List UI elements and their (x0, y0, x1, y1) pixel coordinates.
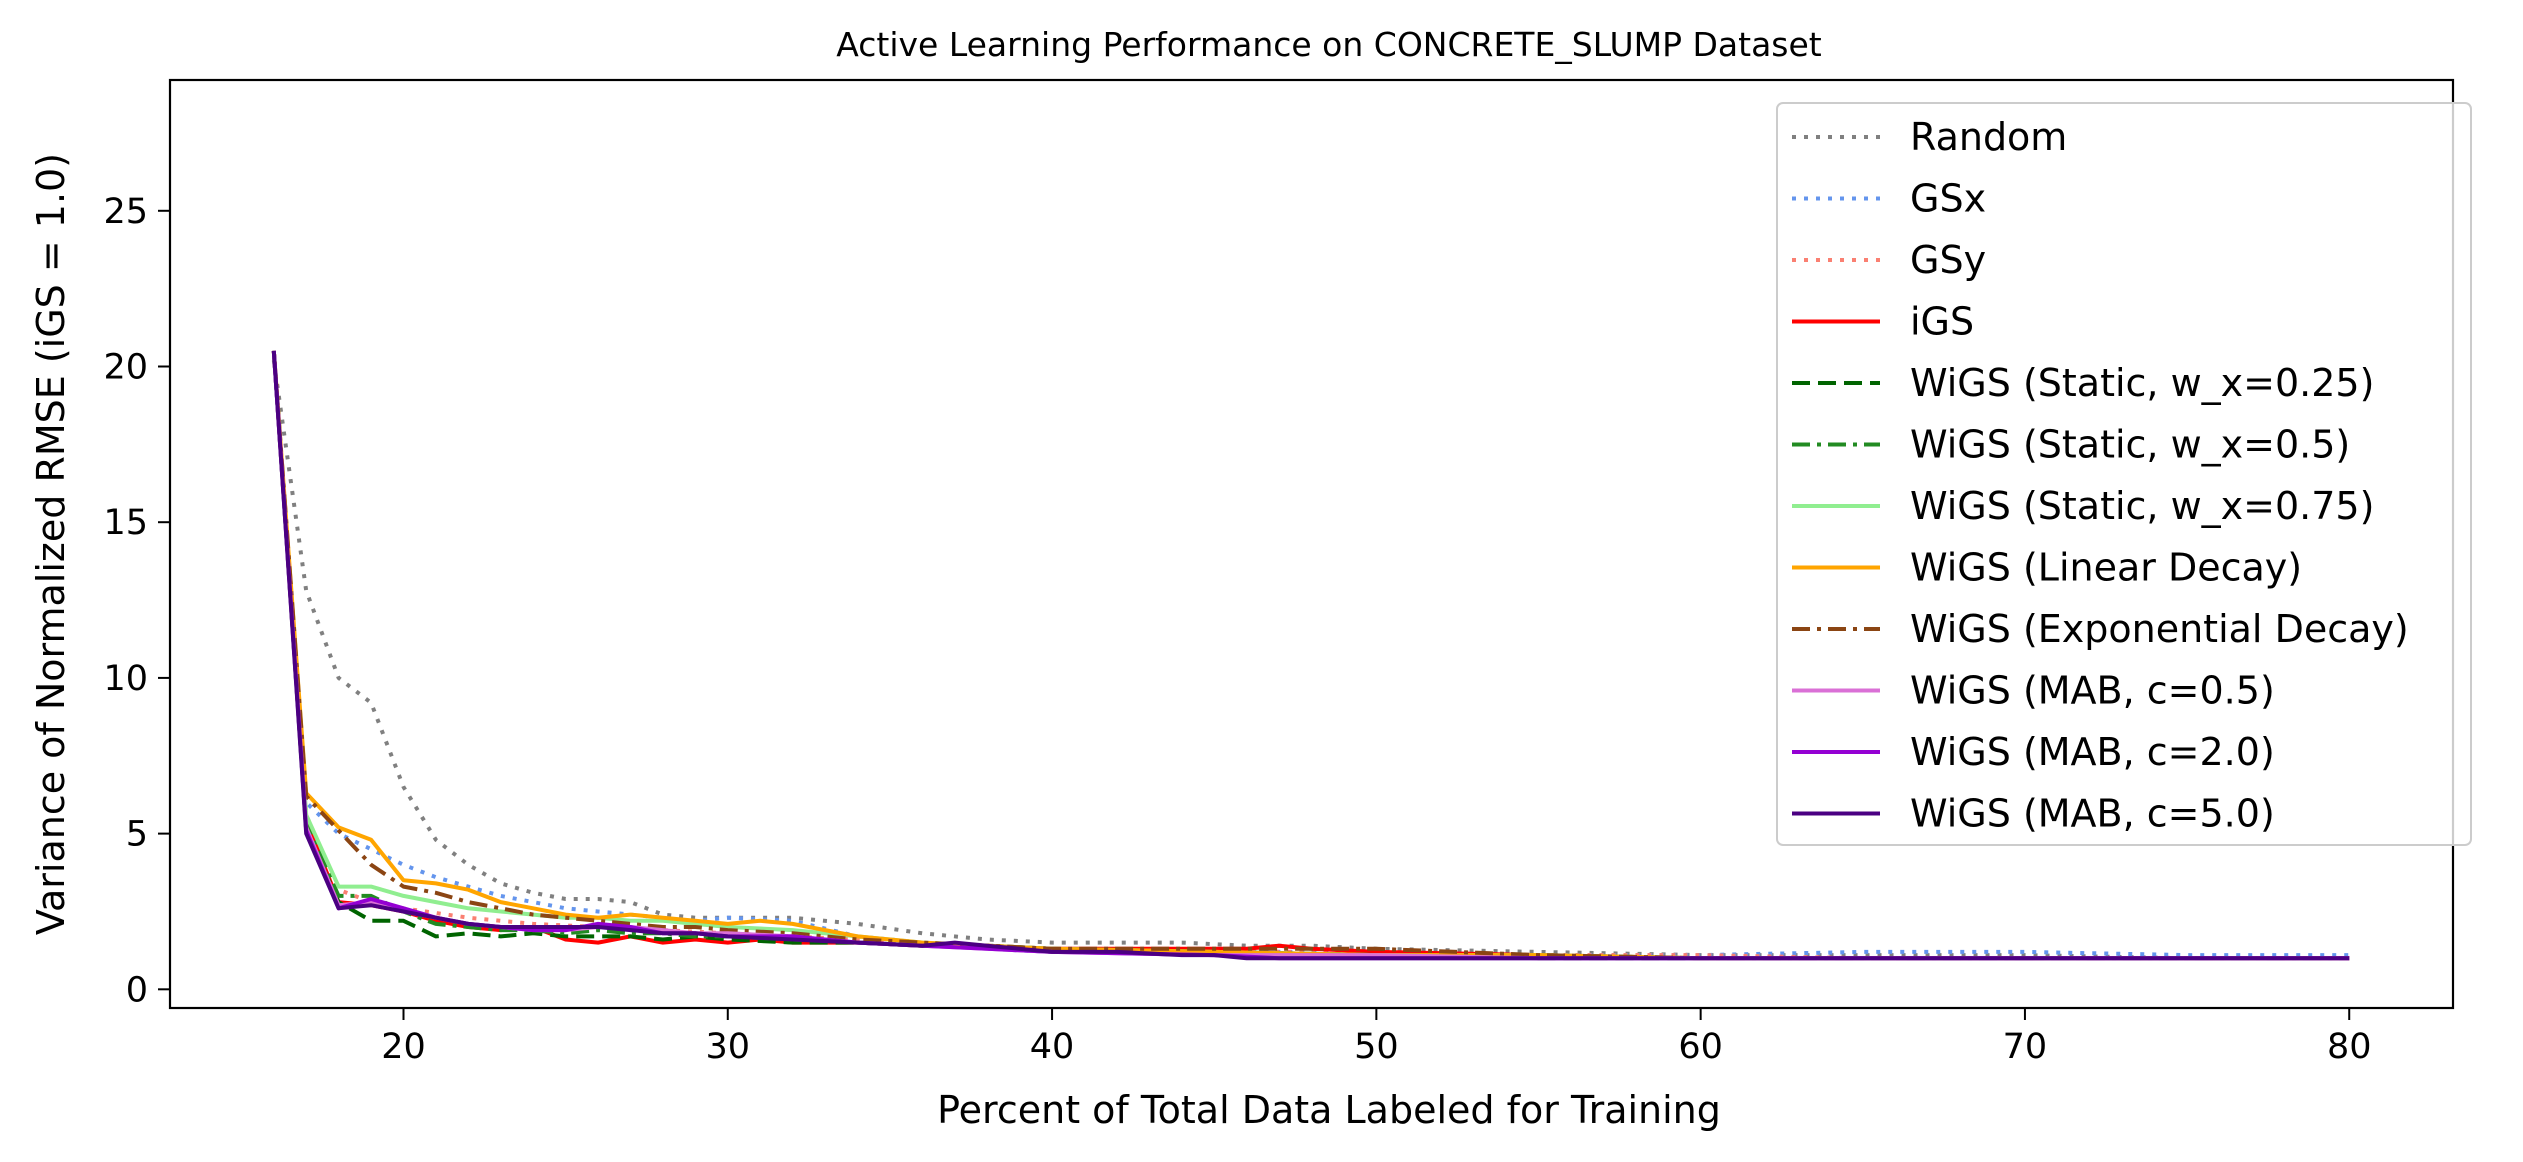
legend: Random GSx GSy iGS WiGS (Static, w_x=0.25) Wi… (1776, 102, 2472, 846)
x-tick-label: 20 (381, 1027, 426, 1067)
legend-label: GSx (1910, 177, 1986, 221)
legend-label: GSy (1910, 238, 1986, 282)
x-tick-label: 50 (1354, 1027, 1399, 1067)
x-axis: 20 30 40 50 60 70 80 (381, 1008, 2372, 1067)
y-tick-label: 20 (103, 347, 148, 387)
y-axis: 0 5 10 15 20 25 (103, 192, 170, 1010)
legend-label: WiGS (MAB, c=2.0) (1910, 730, 2275, 774)
legend-label: WiGS (Static, w_x=0.25) (1910, 361, 2374, 405)
y-tick-label: 25 (103, 192, 148, 232)
legend-label: iGS (1910, 300, 1974, 344)
x-axis-label: Percent of Total Data Labeled for Traini… (937, 1088, 1721, 1132)
legend-label: WiGS (Exponential Decay) (1910, 607, 2409, 651)
x-tick-label: 40 (1030, 1027, 1075, 1067)
legend-frame (1776, 102, 2472, 846)
legend-label: WiGS (MAB, c=5.0) (1910, 792, 2275, 836)
y-tick-label: 15 (103, 503, 148, 543)
y-tick-label: 10 (103, 659, 148, 699)
legend-items: Random GSx GSy iGS WiGS (Static, w_x=0.25) Wi… (1792, 115, 2409, 836)
y-axis-label: Variance of Normalized RMSE (iGS = 1.0) (29, 153, 73, 935)
legend-label: WiGS (Static, w_x=0.75) (1910, 484, 2374, 528)
series-line (271, 350, 2350, 961)
chart-title: Active Learning Performance on CONCRETE_… (836, 25, 1822, 64)
legend-label: Random (1910, 115, 2067, 159)
legend-label: WiGS (MAB, c=0.5) (1910, 669, 2275, 713)
series-line (271, 360, 2350, 961)
x-tick-label: 80 (2327, 1027, 2372, 1067)
x-tick-label: 60 (1678, 1027, 1723, 1067)
legend-label: WiGS (Static, w_x=0.5) (1910, 423, 2350, 467)
series-line (271, 350, 2350, 961)
x-tick-label: 70 (2003, 1027, 2048, 1067)
y-tick-label: 5 (126, 815, 148, 855)
y-tick-label: 0 (126, 970, 148, 1010)
legend-label: WiGS (Linear Decay) (1910, 546, 2302, 590)
series-layer (271, 350, 2350, 961)
x-tick-label: 30 (706, 1027, 751, 1067)
